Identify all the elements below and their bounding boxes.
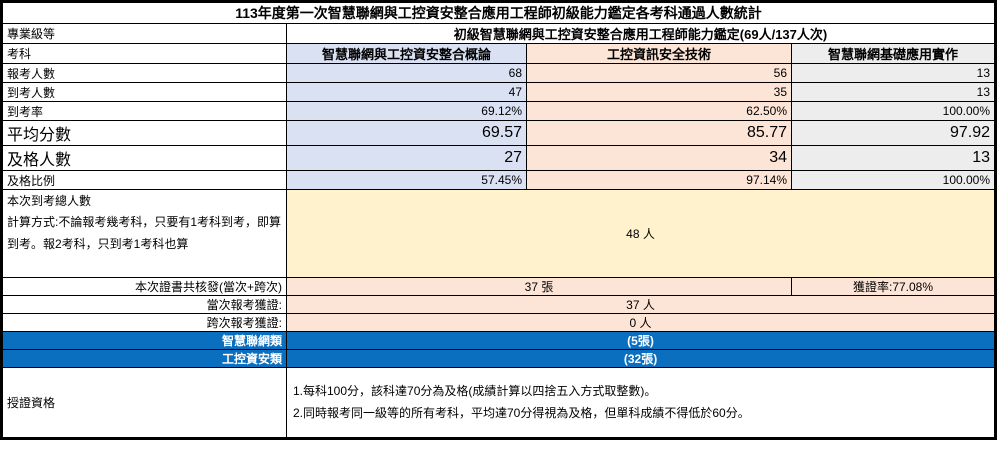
table-row-total-attendance: 本次到考總人數 計算方式:不論報考幾考科，只要有1考科到考，即算到考。報2考科，… (1, 189, 997, 278)
statistics-table: 113年度第一次智慧聯網與工控資安整合應用工程師初級能力鑑定各考科通過人數統計 … (0, 0, 998, 440)
stat-label: 及格比例 (1, 170, 287, 190)
stat-value: 47 (286, 82, 527, 102)
table-row-certificates-issued: 本次證書共核發(當次+跨次) 37 張 獲證率:77.08% (1, 277, 997, 296)
total-attendance-label: 本次到考總人數 計算方式:不論報考幾考科，只要有1考科到考，即算到考。報2考科，… (1, 189, 287, 278)
subjects-label: 考科 (1, 43, 287, 64)
stat-value: 69.12% (286, 101, 527, 121)
level-value: 初級智慧聯網與工控資安整合應用工程師能力鑑定(69人/137人次) (285, 23, 997, 44)
page-title: 113年度第一次智慧聯網與工控資安整合應用工程師初級能力鑑定各考科通過人數統計 (0, 1, 997, 24)
subject-header-1: 智慧聯網與工控資安整合概論 (286, 43, 527, 64)
current-session-label: 當次報考獲證: (1, 295, 287, 314)
stat-value: 27 (286, 145, 527, 171)
subject-header-2: 工控資訊安全技術 (526, 43, 792, 64)
stat-value: 69.57 (286, 120, 527, 146)
total-attendance-value: 48 人 (285, 189, 997, 278)
category-label: 工控資安類 (1, 349, 287, 368)
cross-session-label: 跨次報考獲證: (1, 313, 287, 332)
table-row-attended: 到考人數 47 35 13 (1, 82, 997, 102)
category-value: (5張) (285, 331, 997, 350)
table-row-qualification: 授證資格 1.每科100分，該科達70分為及格(成績計算以四捨五入方式取整數)。… (1, 367, 997, 439)
stat-value: 62.50% (526, 101, 792, 121)
level-label: 專業級等 (1, 23, 287, 44)
stat-label: 到考率 (1, 101, 287, 121)
certificates-issued-label: 本次證書共核發(當次+跨次) (1, 277, 287, 296)
category-value: (32張) (285, 349, 997, 368)
table-row-category-iot: 智慧聯網類 (5張) (1, 331, 997, 350)
table-row-passed-count: 及格人數 27 34 13 (1, 145, 997, 171)
stat-value: 13 (790, 63, 997, 83)
table-row-cross-session-certs: 跨次報考獲證: 0 人 (1, 313, 997, 332)
cross-session-value: 0 人 (285, 313, 997, 332)
table-row-current-session-certs: 當次報考獲證: 37 人 (1, 295, 997, 314)
stat-label: 平均分數 (1, 120, 287, 146)
stat-value: 34 (526, 145, 792, 171)
table-row-category-ics: 工控資安類 (32張) (1, 349, 997, 368)
stat-value: 85.77 (526, 120, 792, 146)
stat-label: 到考人數 (1, 82, 287, 102)
stat-value: 56 (526, 63, 792, 83)
category-label: 智慧聯網類 (1, 331, 287, 350)
stat-value: 57.45% (286, 170, 527, 190)
stat-label: 及格人數 (1, 145, 287, 171)
qualification-label: 授證資格 (1, 367, 287, 439)
table-row-title: 113年度第一次智慧聯網與工控資安整合應用工程師初級能力鑑定各考科通過人數統計 (0, 1, 997, 24)
certificates-issued-count: 37 張 (286, 277, 792, 296)
stat-value: 35 (526, 82, 792, 102)
stat-value: 100.00% (790, 101, 997, 121)
stat-label: 報考人數 (1, 63, 287, 83)
table-row-registered: 報考人數 68 56 13 (1, 63, 997, 83)
current-session-value: 37 人 (285, 295, 997, 314)
table-row-level: 專業級等 初級智慧聯網與工控資安整合應用工程師能力鑑定(69人/137人次) (1, 23, 997, 44)
table-row-average-score: 平均分數 69.57 85.77 97.92 (1, 120, 997, 146)
stat-value: 68 (286, 63, 527, 83)
subject-header-3: 智慧聯網基礎應用實作 (790, 43, 997, 64)
table-row-attendance-rate: 到考率 69.12% 62.50% 100.00% (1, 101, 997, 121)
stat-value: 97.92 (790, 120, 997, 146)
table-row-subjects: 考科 智慧聯網與工控資安整合概論 工控資訊安全技術 智慧聯網基礎應用實作 (1, 43, 997, 64)
stat-value: 13 (790, 82, 997, 102)
certificate-rate: 獲證率:77.08% (790, 277, 997, 296)
table-row-pass-rate: 及格比例 57.45% 97.14% 100.00% (1, 170, 997, 190)
qualification-text: 1.每科100分，該科達70分為及格(成績計算以四捨五入方式取整數)。 2.同時… (285, 367, 997, 439)
stat-value: 97.14% (526, 170, 792, 190)
stat-value: 13 (790, 145, 997, 171)
stat-value: 100.00% (790, 170, 997, 190)
